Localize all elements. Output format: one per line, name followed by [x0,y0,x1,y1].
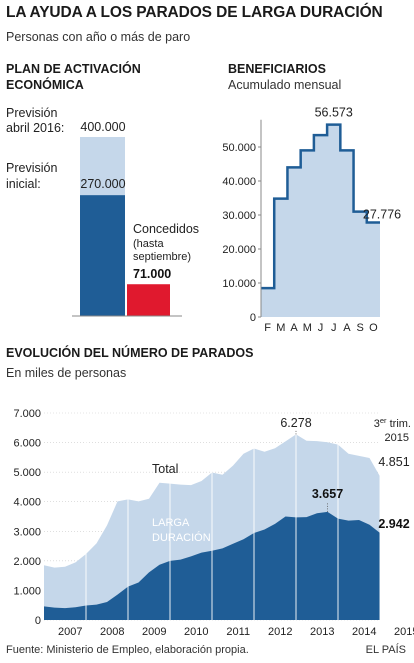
concedidos-bar [127,284,170,316]
prevision-abril-label-1: Previsión [6,106,58,120]
evo-ytick-label: 3.000 [13,526,41,538]
evo-ytick-label: 5.000 [13,467,41,479]
benef-month-label: A [343,322,351,334]
evo-xtick-label: 2011 [226,626,250,638]
evo-ld-last-label: 2.942 [378,517,409,531]
evo-ytick-label: 4.000 [13,497,41,509]
evo-ytick-label: 2.000 [13,556,41,568]
evo-ld-series-label-1: LARGA [152,517,190,529]
prevision-abril-value-label: 400.000 [80,120,125,134]
source-note: Fuente: Ministerio de Empleo, elaboració… [6,644,249,656]
evo-quarter-year: 2015 [385,432,409,444]
evo-ld-series-label-2: DURACIÓN [152,531,211,544]
benef-month-label: M [303,322,312,334]
beneficiarios-subtitle: Acumulado mensual [228,78,342,92]
benef-ytick-label: 10.000 [222,278,256,290]
benef-ytick-label: 20.000 [222,244,256,256]
concedidos-value-label: 71.000 [133,267,172,281]
concedidos-label-2: (hasta [133,238,164,250]
beneficiarios-title: BENEFICIARIOS [228,62,326,76]
benef-ytick-label: 30.000 [222,210,256,222]
prevision-inicial-bar [80,195,125,316]
prevision-inicial-label-2: inicial: [6,177,41,191]
concedidos-label-3: septiembre) [133,251,192,263]
benef-month-label: A [290,322,298,334]
evo-total-series-label: Total [152,462,178,476]
evo-xtick-label: 2013 [310,626,334,638]
evo-ytick-label: 6.000 [13,438,41,450]
evo-xtick-label: 2015 [394,626,414,638]
benef-ytick-label: 50.000 [222,142,256,154]
benef-step-line [261,123,380,290]
benef-month-label: O [369,322,378,334]
benef-month-label: S [356,322,363,334]
brand-logo: EL PAÍS [365,644,406,656]
benef-month-label: M [276,322,285,334]
plan-title-line1: PLAN DE ACTIVACIÓN [6,62,141,76]
benef-peak-label: 56.573 [315,106,353,120]
benef-ytick-label: 0 [250,312,256,324]
evo-ytick-label: 0 [35,615,41,627]
evo-total-last-label: 4.851 [378,455,409,469]
prevision-inicial-value-label: 270.000 [80,177,125,191]
prevision-abril-label-2: abril 2016: [6,121,65,135]
concedidos-label-1: Concedidos [133,222,200,236]
benef-last-label: 27.776 [363,208,401,222]
evolucion-title: EVOLUCIÓN DEL NÚMERO DE PARADOS [6,346,254,360]
evo-xtick-label: 2009 [142,626,166,638]
evo-total-peak-label: 6.278 [280,416,311,430]
evo-xtick-label: 2010 [184,626,208,638]
plan-title-line2: ECONÓMICA [6,78,84,92]
prevision-inicial-label-1: Previsión [6,161,58,175]
page-title: LA AYUDA A LOS PARADOS DE LARGA DURACIÓN [6,4,383,21]
page-subtitle: Personas con año o más de paro [6,30,191,44]
benef-month-label: F [264,322,271,334]
benef-ytick-label: 40.000 [222,176,256,188]
evo-xtick-label: 2014 [352,626,376,638]
evo-ytick-label: 7.000 [13,408,41,420]
benef-month-label: J [331,322,337,334]
evo-xtick-label: 2007 [58,626,82,638]
evolucion-subtitle: En miles de personas [6,366,127,380]
evo-ld-peak-label: 3.657 [312,487,343,501]
benef-month-label: J [318,322,324,334]
evo-quarter-note: 3er trim. [374,416,411,430]
benef-area [261,124,380,318]
evo-ytick-label: 1.000 [13,585,41,597]
evo-xtick-label: 2008 [100,626,124,638]
evo-xtick-label: 2012 [268,626,292,638]
